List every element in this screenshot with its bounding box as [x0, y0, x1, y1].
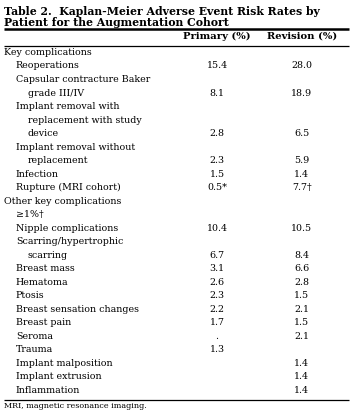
Text: MRI, magnetic resonance imaging.: MRI, magnetic resonance imaging. — [4, 402, 147, 410]
Text: 1.4: 1.4 — [294, 372, 309, 381]
Text: 2.1: 2.1 — [294, 305, 309, 313]
Text: 2.3: 2.3 — [210, 156, 225, 165]
Text: Primary (%): Primary (%) — [183, 32, 251, 41]
Text: Breast sensation changes: Breast sensation changes — [16, 305, 139, 313]
Text: 1.5: 1.5 — [210, 170, 225, 178]
Text: Inflammation: Inflammation — [16, 385, 80, 395]
Text: Trauma: Trauma — [16, 345, 53, 354]
Text: 8.4: 8.4 — [294, 251, 309, 259]
Text: 5.9: 5.9 — [294, 156, 310, 165]
Text: 1.3: 1.3 — [210, 345, 225, 354]
Text: Capsular contracture Baker: Capsular contracture Baker — [16, 75, 150, 84]
Text: Infection: Infection — [16, 170, 59, 178]
Text: 18.9: 18.9 — [291, 88, 312, 98]
Text: Breast mass: Breast mass — [16, 264, 74, 273]
Text: 0.5*: 0.5* — [207, 183, 227, 192]
Text: 3.1: 3.1 — [210, 264, 225, 273]
Text: scarring: scarring — [28, 251, 68, 259]
Text: 8.1: 8.1 — [210, 88, 225, 98]
Text: Implant extrusion: Implant extrusion — [16, 372, 102, 381]
Text: 2.6: 2.6 — [210, 277, 225, 287]
Text: Revision (%): Revision (%) — [267, 32, 337, 41]
Text: 1.7: 1.7 — [210, 318, 225, 327]
Text: Breast pain: Breast pain — [16, 318, 71, 327]
Text: Other key complications: Other key complications — [4, 197, 122, 205]
Text: ≥1%†: ≥1%† — [16, 210, 43, 219]
Text: Rupture (MRI cohort): Rupture (MRI cohort) — [16, 183, 121, 192]
Text: Implant removal with: Implant removal with — [16, 102, 119, 111]
Text: .: . — [216, 331, 219, 341]
Text: Patient for the Augmentation Cohort: Patient for the Augmentation Cohort — [4, 17, 229, 28]
Text: 6.7: 6.7 — [210, 251, 225, 259]
Text: 6.6: 6.6 — [294, 264, 310, 273]
Text: 1.4: 1.4 — [294, 170, 309, 178]
Text: Implant malposition: Implant malposition — [16, 359, 113, 367]
Text: 10.5: 10.5 — [291, 223, 312, 233]
Text: Scarring/hypertrophic: Scarring/hypertrophic — [16, 237, 123, 246]
Text: Nipple complications: Nipple complications — [16, 223, 118, 233]
Text: 28.0: 28.0 — [291, 62, 312, 70]
Text: 2.3: 2.3 — [210, 291, 225, 300]
Text: 1.5: 1.5 — [294, 291, 309, 300]
Text: 2.2: 2.2 — [210, 305, 225, 313]
Text: 1.4: 1.4 — [294, 385, 309, 395]
Text: 6.5: 6.5 — [294, 129, 310, 138]
Text: Reoperations: Reoperations — [16, 62, 80, 70]
Text: Key complications: Key complications — [4, 48, 92, 57]
Text: Implant removal without: Implant removal without — [16, 142, 135, 152]
Text: 2.8: 2.8 — [294, 277, 309, 287]
Text: replacement: replacement — [28, 156, 88, 165]
Text: 15.4: 15.4 — [207, 62, 228, 70]
Text: 10.4: 10.4 — [207, 223, 228, 233]
Text: Ptosis: Ptosis — [16, 291, 44, 300]
Text: 1.5: 1.5 — [294, 318, 309, 327]
Text: 2.1: 2.1 — [294, 331, 309, 341]
Text: replacement with study: replacement with study — [28, 116, 141, 124]
Text: 7.7†: 7.7† — [292, 183, 312, 192]
Text: device: device — [28, 129, 59, 138]
Text: Hematoma: Hematoma — [16, 277, 68, 287]
Text: grade III/IV: grade III/IV — [28, 88, 84, 98]
Text: 1.4: 1.4 — [294, 359, 309, 367]
Text: Seroma: Seroma — [16, 331, 53, 341]
Text: 2.8: 2.8 — [210, 129, 225, 138]
Text: Table 2.  Kaplan-Meier Adverse Event Risk Rates by: Table 2. Kaplan-Meier Adverse Event Risk… — [4, 6, 320, 17]
